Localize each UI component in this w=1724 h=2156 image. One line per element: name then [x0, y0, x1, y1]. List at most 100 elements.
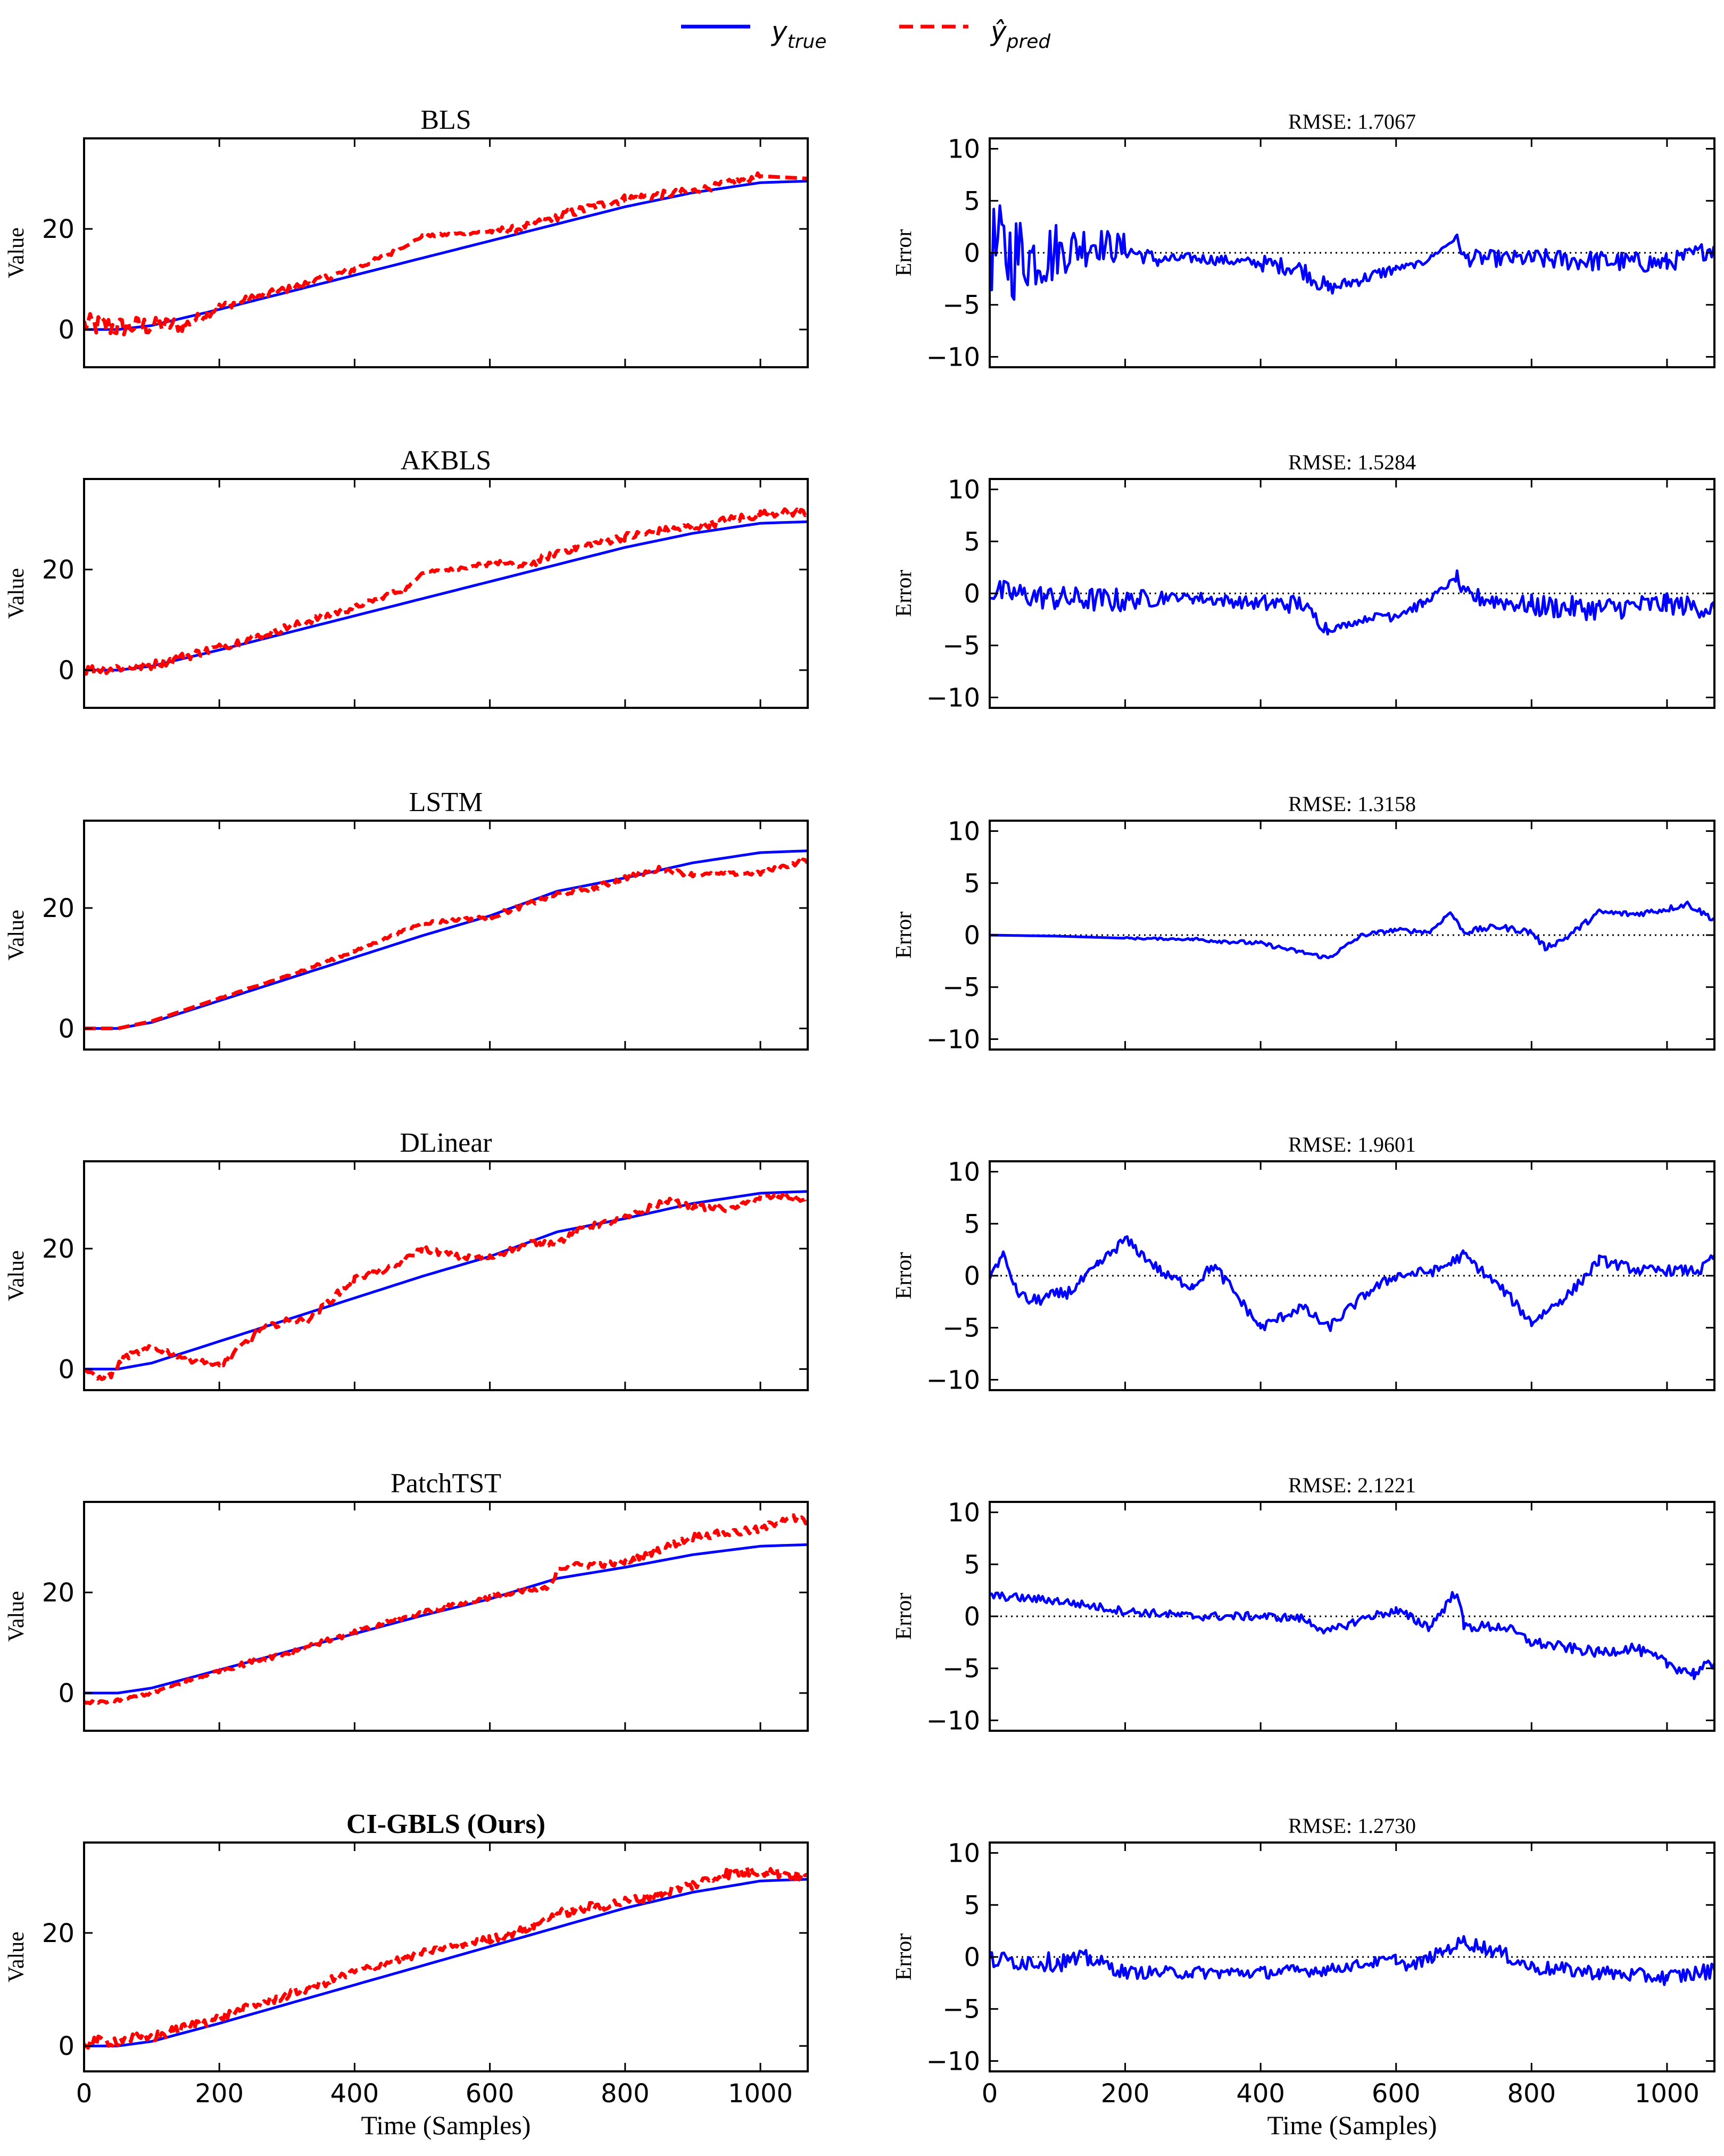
chart-title: RMSE: 1.3158 — [1288, 792, 1416, 816]
plot-frame — [83, 478, 809, 709]
series-line-error — [990, 1591, 1714, 1680]
chart-title: RMSE: 2.1221 — [1288, 1473, 1416, 1497]
x-axis-label: Time (Samples) — [1267, 2110, 1437, 2140]
y-axis-label: Value — [4, 1250, 29, 1301]
y-tick-label: −10 — [926, 683, 980, 713]
y-axis-label: Value — [4, 227, 29, 278]
y-tick-label: 5 — [964, 527, 980, 557]
chart-panel-3: AKBLS 0 20 Value — [4, 445, 809, 709]
y-tick-label: 0 — [58, 1014, 74, 1044]
x-tick-label: 600 — [466, 2079, 515, 2109]
y-tick-label: 20 — [42, 214, 74, 244]
y-axis-label: Value — [4, 910, 29, 961]
y-axis-label: Error — [892, 1934, 916, 1981]
y-tick-label: 0 — [964, 238, 980, 268]
x-tick-label: 200 — [1101, 2079, 1150, 2109]
chart-panel-12: RMSE: 1.2730 0 200 400 600 800 1000 −10 −5 0 5 10 Er… — [892, 1814, 1715, 2140]
y-tick-label: 5 — [964, 186, 980, 216]
legend-true-label: ytrue — [770, 16, 826, 53]
chart-title: DLinear — [400, 1128, 492, 1158]
chart-panel-2: RMSE: 1.7067 −10 −5 0 5 10 Error — [892, 110, 1715, 372]
plot-frame — [83, 1160, 809, 1391]
series-line-error — [990, 569, 1714, 636]
series-line-y-true — [84, 849, 808, 1030]
y-tick-label: −5 — [942, 291, 980, 320]
y-tick-label: 20 — [42, 1578, 74, 1608]
y-tick-label: −10 — [926, 1365, 980, 1395]
y-axis-label: Error — [892, 570, 916, 617]
y-tick-label: 5 — [964, 1209, 980, 1239]
y-tick-label: 0 — [964, 579, 980, 609]
x-tick-label: 800 — [601, 2079, 650, 2109]
y-tick-label: 0 — [964, 1943, 980, 1972]
y-tick-label: 10 — [948, 1839, 980, 1869]
y-tick-label: 10 — [948, 817, 980, 847]
chart-panel-9: PatchTST 0 20 Value — [4, 1468, 809, 1732]
series-line-y-pred — [84, 857, 808, 1030]
y-tick-label: 5 — [964, 1550, 980, 1580]
y-tick-label: −10 — [926, 342, 980, 372]
legend: ytrue ŷpred — [681, 16, 1051, 53]
x-tick-label: 400 — [1236, 2079, 1285, 2109]
x-tick-label: 0 — [76, 2079, 93, 2109]
x-tick-label: 0 — [982, 2079, 998, 2109]
chart-panel-11: CI-GBLS (Ours) 0 200 400 600 800 1000 0 20 Value T… — [4, 1809, 809, 2140]
series-line-y-pred — [84, 1865, 808, 2050]
y-tick-label: 0 — [58, 1354, 74, 1384]
chart-title: RMSE: 1.2730 — [1288, 1814, 1416, 1838]
y-tick-label: 10 — [948, 1158, 980, 1187]
x-axis-label: Time (Samples) — [361, 2110, 531, 2140]
y-tick-label: −5 — [942, 1314, 980, 1343]
y-tick-label: 0 — [964, 921, 980, 951]
x-tick-label: 600 — [1372, 2079, 1421, 2109]
chart-title: BLS — [420, 105, 471, 135]
series-line-y-pred — [84, 1513, 808, 1706]
series-line-y-pred — [84, 171, 808, 337]
y-tick-label: 10 — [948, 135, 980, 164]
y-tick-label: 0 — [964, 1602, 980, 1632]
y-tick-label: 0 — [58, 656, 74, 685]
plot-frame — [83, 1501, 809, 1732]
chart-title: LSTM — [409, 787, 483, 817]
y-tick-label: −10 — [926, 1025, 980, 1054]
chart-panel-4: RMSE: 1.5284 −10 −5 0 5 10 Error — [892, 450, 1715, 713]
plot-frame — [83, 820, 809, 1051]
chart-panel-5: LSTM 0 20 Value — [4, 787, 809, 1051]
series-line-y-pred — [84, 507, 808, 676]
y-tick-label: −10 — [926, 2046, 980, 2076]
y-tick-label: −5 — [942, 631, 980, 661]
series-line-error — [990, 901, 1714, 960]
y-tick-label: 0 — [58, 315, 74, 345]
chart-title: AKBLS — [401, 445, 491, 476]
series-line-y-true — [84, 520, 808, 672]
y-tick-label: −10 — [926, 1706, 980, 1736]
y-tick-label: 20 — [42, 1919, 74, 1948]
chart-panel-7: DLinear 0 20 Value — [4, 1128, 809, 1391]
y-axis-label: Value — [4, 1591, 29, 1642]
y-tick-label: 20 — [42, 1234, 74, 1264]
series-line-y-true — [84, 179, 808, 331]
x-tick-label: 800 — [1507, 2079, 1556, 2109]
chart-title: CI-GBLS (Ours) — [346, 1809, 545, 1839]
y-axis-label: Value — [4, 1931, 29, 1982]
chart-panel-8: RMSE: 1.9601 −10 −5 0 5 10 Error — [892, 1133, 1715, 1395]
y-axis-label: Error — [892, 1593, 916, 1640]
y-tick-label: 5 — [964, 869, 980, 898]
y-tick-label: 0 — [964, 1261, 980, 1291]
y-tick-label: 20 — [42, 894, 74, 923]
x-tick-label: 1000 — [1635, 2079, 1700, 2109]
chart-panel-6: RMSE: 1.3158 −10 −5 0 5 10 Error — [892, 792, 1715, 1054]
series-line-error — [990, 1235, 1714, 1332]
y-tick-label: 10 — [948, 1498, 980, 1528]
series-line-y-true — [84, 1878, 808, 2047]
x-tick-label: 1000 — [728, 2079, 793, 2109]
plot-frame — [83, 1841, 809, 2072]
chart-title: RMSE: 1.7067 — [1288, 110, 1416, 134]
series-line-y-pred — [84, 1192, 808, 1381]
y-tick-label: −5 — [942, 1654, 980, 1684]
chart-title: RMSE: 1.9601 — [1288, 1133, 1416, 1157]
y-axis-label: Value — [4, 568, 29, 619]
y-axis-label: Error — [892, 1252, 916, 1300]
y-tick-label: 10 — [948, 475, 980, 505]
